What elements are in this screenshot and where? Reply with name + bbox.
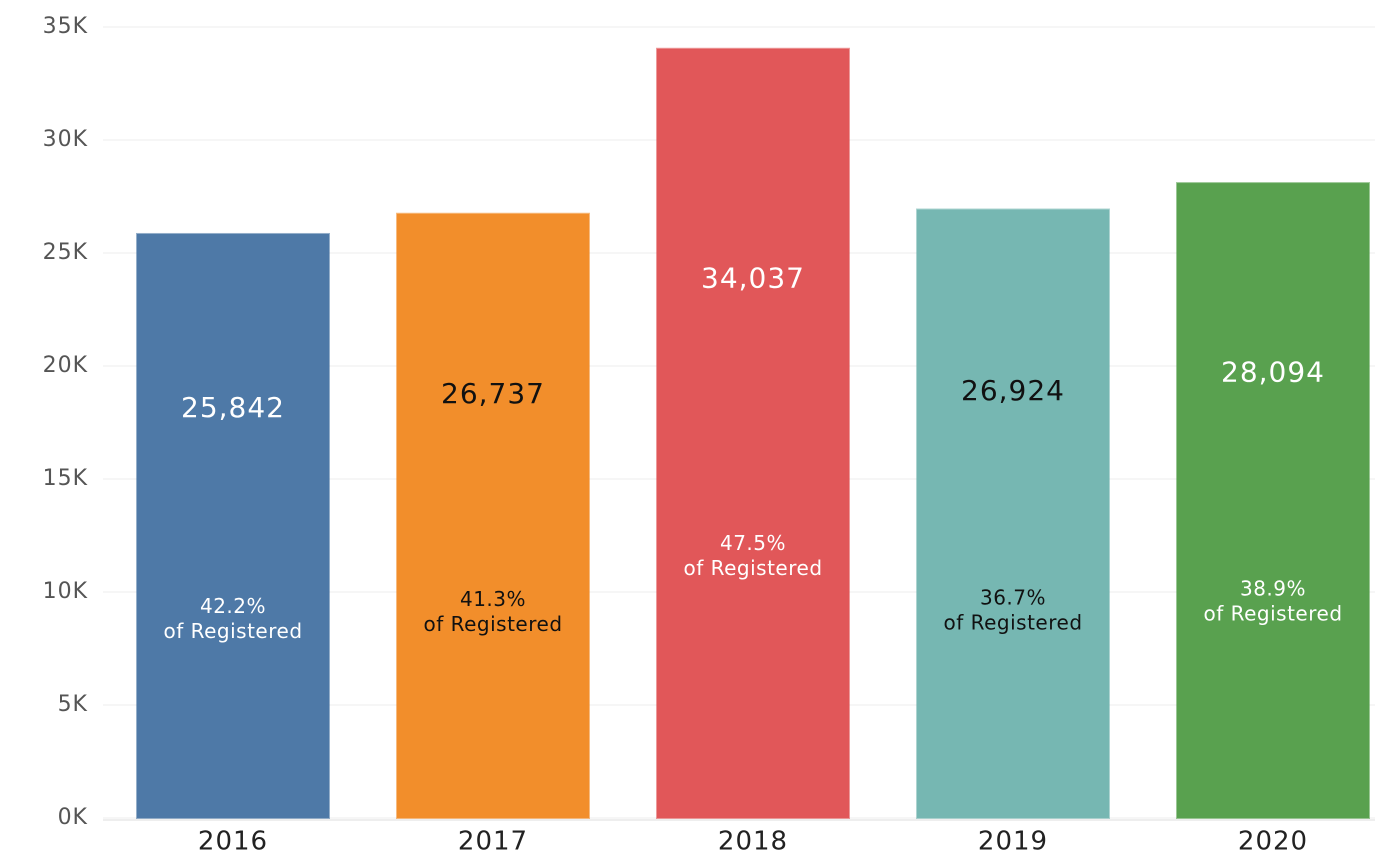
share-suffix: of Registered	[1203, 602, 1342, 626]
y-tick-label: 30K	[43, 127, 88, 152]
value-label: 28,094	[1221, 356, 1325, 389]
value-label: 26,924	[961, 374, 1065, 407]
value-label: 25,842	[181, 391, 285, 424]
y-tick-label: 5K	[58, 692, 88, 717]
y-tick-label: 0K	[58, 805, 88, 830]
x-tick-label: 2016	[198, 827, 268, 857]
bar	[916, 208, 1110, 820]
share-suffix: of Registered	[163, 619, 302, 643]
x-tick-label: 2019	[978, 827, 1048, 857]
share-label: 42.2%	[200, 594, 266, 618]
y-tick-label: 25K	[43, 240, 88, 265]
share-label: 47.5%	[720, 531, 786, 555]
share-suffix: of Registered	[683, 556, 822, 580]
x-tick-label: 2017	[458, 827, 528, 857]
bar	[656, 47, 850, 820]
y-tick-label: 10K	[43, 579, 88, 604]
x-tick-label: 2018	[718, 827, 788, 857]
bar	[1176, 182, 1370, 819]
value-label: 26,737	[441, 377, 545, 410]
share-suffix: of Registered	[423, 612, 562, 636]
y-tick-label: 15K	[43, 466, 88, 491]
y-tick-label: 20K	[43, 353, 88, 378]
bar	[396, 212, 590, 820]
value-label: 34,037	[701, 262, 805, 295]
x-tick-label: 2020	[1238, 827, 1308, 857]
share-label: 41.3%	[460, 587, 526, 611]
share-label: 36.7%	[980, 586, 1046, 610]
bar	[136, 232, 330, 819]
y-tick-label: 35K	[43, 14, 88, 39]
share-label: 38.9%	[1240, 577, 1306, 601]
share-suffix: of Registered	[943, 611, 1082, 635]
